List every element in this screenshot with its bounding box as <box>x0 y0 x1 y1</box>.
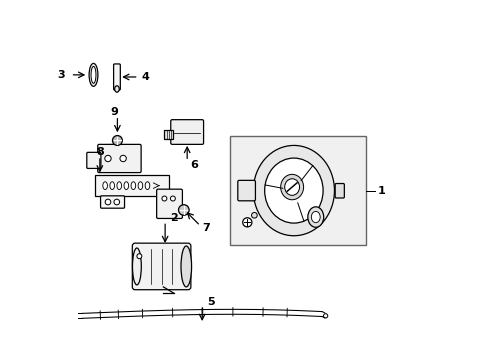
Text: 7: 7 <box>202 223 209 233</box>
Ellipse shape <box>307 207 323 227</box>
FancyBboxPatch shape <box>98 144 141 172</box>
Ellipse shape <box>117 182 122 189</box>
Circle shape <box>104 155 111 162</box>
Ellipse shape <box>91 66 96 83</box>
Ellipse shape <box>280 174 303 200</box>
Ellipse shape <box>124 182 128 189</box>
Ellipse shape <box>138 182 142 189</box>
Circle shape <box>114 199 120 205</box>
Text: 6: 6 <box>190 160 198 170</box>
FancyBboxPatch shape <box>113 64 120 90</box>
Ellipse shape <box>311 211 320 223</box>
Ellipse shape <box>132 248 141 285</box>
Ellipse shape <box>102 182 107 189</box>
FancyBboxPatch shape <box>101 196 124 208</box>
Text: 9: 9 <box>110 107 118 117</box>
Text: 5: 5 <box>207 297 215 307</box>
FancyBboxPatch shape <box>170 120 203 144</box>
Ellipse shape <box>264 158 323 223</box>
Circle shape <box>105 199 111 205</box>
Circle shape <box>162 196 166 201</box>
Ellipse shape <box>145 182 149 189</box>
Circle shape <box>112 136 122 145</box>
FancyBboxPatch shape <box>156 189 182 219</box>
Circle shape <box>178 205 189 215</box>
Ellipse shape <box>89 63 98 86</box>
Ellipse shape <box>181 246 191 287</box>
Circle shape <box>323 314 327 318</box>
Circle shape <box>120 155 126 162</box>
FancyBboxPatch shape <box>237 180 255 201</box>
Text: 1: 1 <box>377 186 385 195</box>
Bar <box>230 136 366 245</box>
Text: 2: 2 <box>170 213 178 223</box>
Text: 3: 3 <box>57 70 64 80</box>
Ellipse shape <box>110 182 114 189</box>
Ellipse shape <box>131 182 135 189</box>
Circle shape <box>170 196 175 201</box>
FancyBboxPatch shape <box>334 184 344 198</box>
FancyBboxPatch shape <box>94 175 168 196</box>
Circle shape <box>242 218 251 227</box>
Bar <box>163 130 173 139</box>
Circle shape <box>137 254 142 259</box>
Ellipse shape <box>284 179 299 195</box>
Text: 4: 4 <box>141 72 149 82</box>
Circle shape <box>251 212 257 218</box>
Ellipse shape <box>114 86 119 92</box>
Ellipse shape <box>253 145 334 236</box>
Text: 8: 8 <box>96 148 104 157</box>
FancyBboxPatch shape <box>87 152 101 168</box>
FancyBboxPatch shape <box>132 243 190 290</box>
